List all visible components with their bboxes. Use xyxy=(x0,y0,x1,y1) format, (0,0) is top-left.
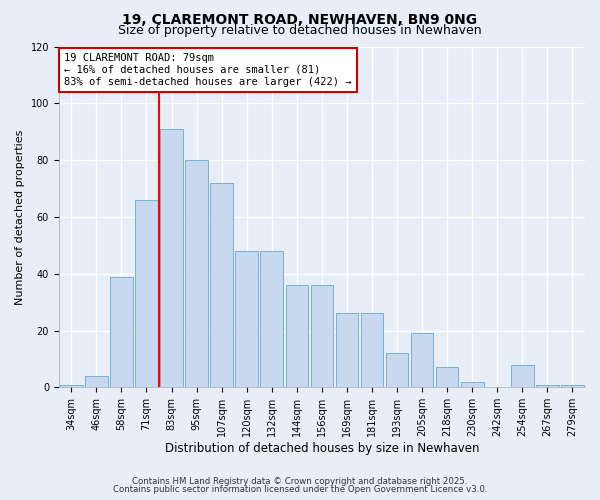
Bar xyxy=(85,376,107,388)
Bar xyxy=(110,276,133,388)
Y-axis label: Number of detached properties: Number of detached properties xyxy=(15,129,25,304)
Bar xyxy=(185,160,208,388)
Bar xyxy=(361,314,383,388)
Text: Contains public sector information licensed under the Open Government Licence v3: Contains public sector information licen… xyxy=(113,485,487,494)
Bar xyxy=(311,285,333,388)
Bar xyxy=(335,314,358,388)
Bar xyxy=(386,354,409,388)
Bar xyxy=(511,364,533,388)
Bar xyxy=(461,382,484,388)
Text: 19 CLAREMONT ROAD: 79sqm
← 16% of detached houses are smaller (81)
83% of semi-d: 19 CLAREMONT ROAD: 79sqm ← 16% of detach… xyxy=(64,54,352,86)
Bar xyxy=(135,200,158,388)
Bar xyxy=(211,183,233,388)
X-axis label: Distribution of detached houses by size in Newhaven: Distribution of detached houses by size … xyxy=(164,442,479,455)
Text: Size of property relative to detached houses in Newhaven: Size of property relative to detached ho… xyxy=(118,24,482,37)
Text: Contains HM Land Registry data © Crown copyright and database right 2025.: Contains HM Land Registry data © Crown c… xyxy=(132,477,468,486)
Bar xyxy=(235,251,258,388)
Text: 19, CLAREMONT ROAD, NEWHAVEN, BN9 0NG: 19, CLAREMONT ROAD, NEWHAVEN, BN9 0NG xyxy=(122,12,478,26)
Bar xyxy=(286,285,308,388)
Bar xyxy=(436,368,458,388)
Bar xyxy=(536,384,559,388)
Bar xyxy=(561,384,584,388)
Bar xyxy=(411,334,433,388)
Bar xyxy=(260,251,283,388)
Bar xyxy=(160,129,183,388)
Bar xyxy=(60,384,83,388)
